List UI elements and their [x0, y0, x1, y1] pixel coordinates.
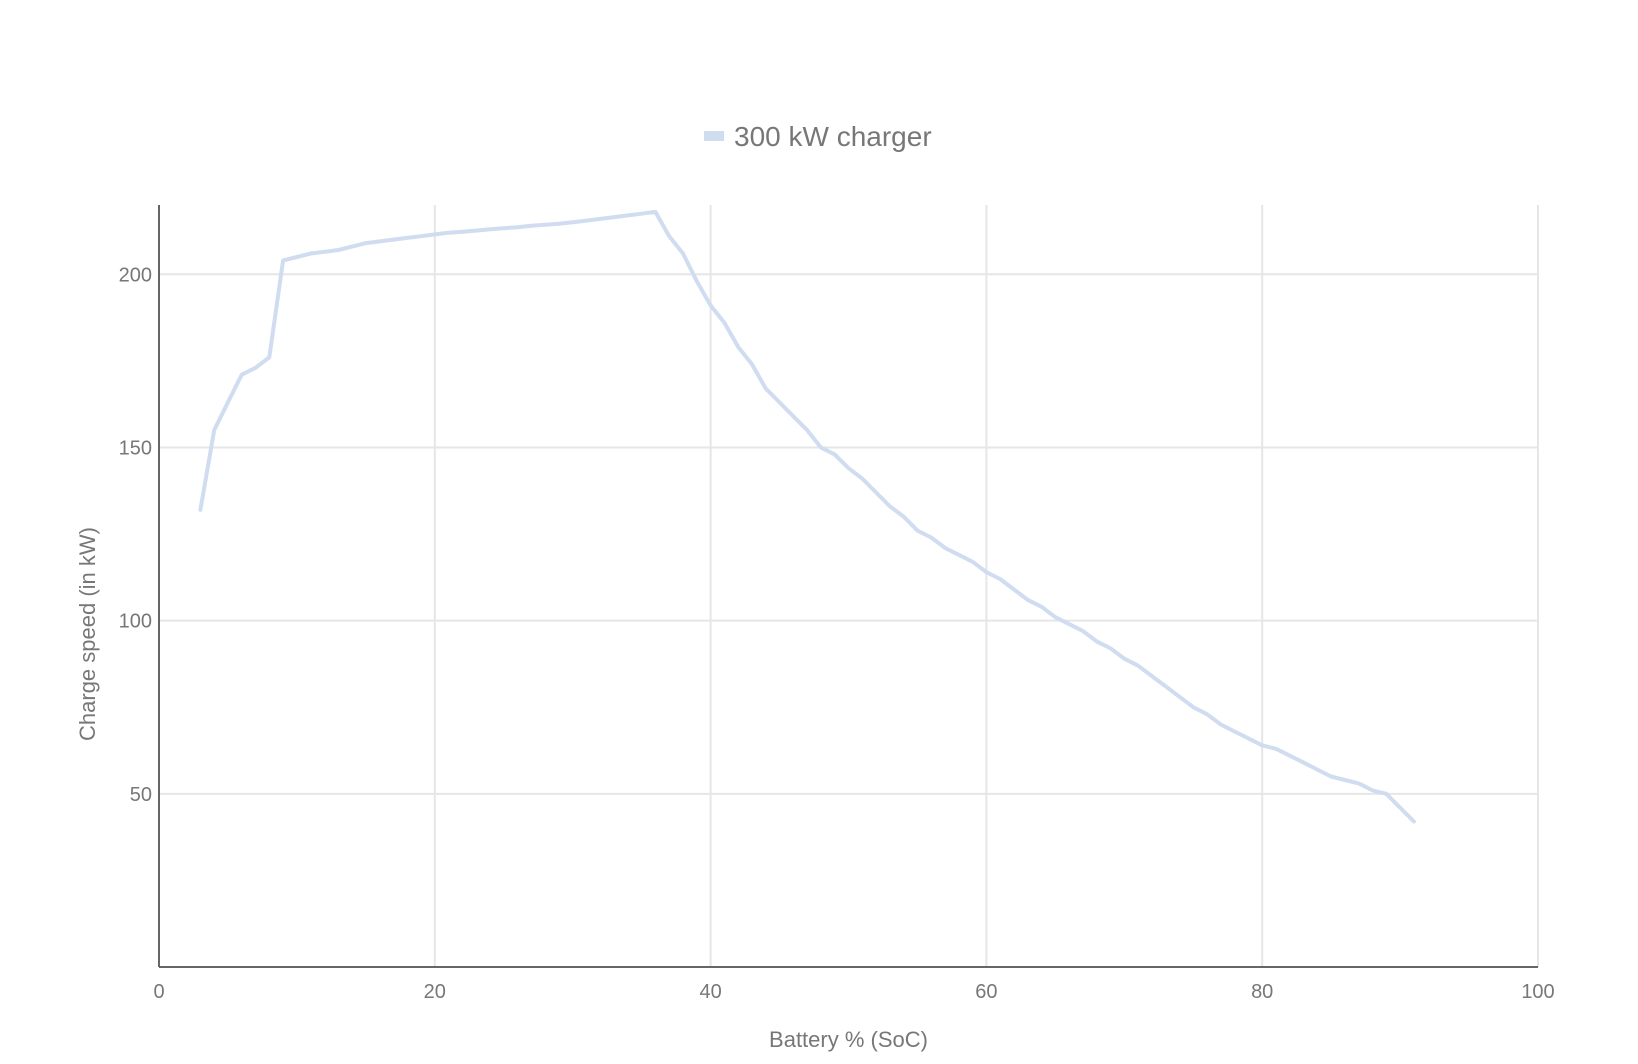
y-tick-label: 50 — [130, 784, 152, 806]
x-tick-label: 80 — [1251, 981, 1273, 1003]
series-layer — [198, 209, 1416, 824]
y-tick-labels: 50 100 150 200 — [119, 264, 152, 806]
x-tick-label: 60 — [975, 981, 997, 1003]
x-axis-title: Battery % (SoC) — [769, 1027, 928, 1052]
y-tick-label: 200 — [119, 264, 152, 286]
legend-label: 300 kW charger — [734, 121, 932, 152]
x-tick-label: 40 — [699, 981, 721, 1003]
y-tick-label: 150 — [119, 437, 152, 459]
y-axis-title: Charge speed (in kW) — [75, 527, 100, 741]
horizontal-gridlines — [159, 273, 1538, 795]
x-tick-label: 20 — [424, 981, 446, 1003]
vertical-gridlines — [433, 205, 1539, 967]
series-line — [198, 209, 1416, 824]
x-tick-label: 0 — [153, 981, 164, 1003]
legend-swatch — [704, 131, 724, 141]
legend[interactable]: 300 kW charger — [704, 121, 932, 152]
x-tick-labels: 0 20 40 60 80 100 — [153, 981, 1554, 1003]
x-tick-label: 100 — [1521, 981, 1554, 1003]
y-tick-label: 100 — [119, 611, 152, 633]
